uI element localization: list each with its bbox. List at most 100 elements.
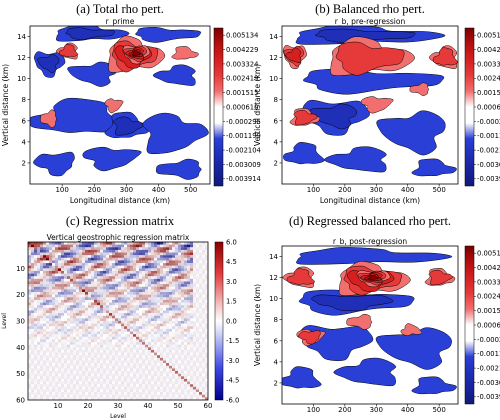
heatmap-cell	[97, 326, 101, 329]
heatmap-cell	[88, 394, 92, 398]
heatmap-cell	[193, 381, 197, 385]
heatmap-cell	[163, 302, 167, 306]
heatmap-cell	[190, 242, 194, 245]
heatmap-cell	[169, 276, 173, 279]
heatmap-cell	[148, 273, 152, 277]
heatmap-cell	[151, 255, 155, 258]
heatmap-cell	[79, 318, 83, 322]
heatmap-cell	[124, 255, 128, 258]
heatmap-cell	[139, 326, 143, 329]
heatmap-cell	[139, 328, 143, 332]
heatmap-cell	[40, 255, 44, 258]
heatmap-cell	[136, 392, 140, 395]
heatmap-cell	[169, 355, 173, 358]
heatmap-cell	[91, 389, 95, 393]
heatmap-cell	[169, 321, 173, 324]
heatmap-cell	[175, 384, 179, 387]
heatmap-cell	[193, 242, 197, 245]
heatmap-cell	[136, 389, 140, 393]
heatmap-cell	[205, 299, 208, 303]
heatmap-cell	[37, 349, 41, 353]
heatmap-cell	[82, 318, 86, 322]
heatmap-cell	[145, 392, 149, 395]
heatmap-cell	[91, 328, 95, 332]
heatmap-cell	[112, 321, 116, 324]
heatmap-cell	[172, 242, 176, 245]
heatmap-cell	[139, 289, 143, 293]
heatmap-cell	[148, 244, 152, 248]
y-tick-label: 2	[22, 159, 26, 167]
heatmap-cell	[166, 328, 170, 332]
heatmap-cell	[61, 302, 65, 306]
heatmap-cell	[133, 326, 137, 329]
heatmap-cell	[196, 378, 200, 382]
heatmap-cell	[163, 255, 167, 258]
heatmap-cell	[64, 371, 68, 374]
heatmap-cell	[58, 247, 62, 250]
heatmap-cell	[199, 273, 203, 277]
heatmap-cell	[142, 242, 146, 245]
heatmap-cell	[145, 302, 149, 306]
heatmap-cell	[55, 278, 59, 282]
heatmap-cell	[202, 347, 206, 351]
heatmap-cell	[181, 339, 185, 343]
heatmap-cell	[157, 397, 161, 400]
heatmap-cell	[193, 268, 197, 272]
heatmap-cell	[49, 270, 53, 274]
heatmap-cell	[175, 278, 179, 282]
heatmap-cell	[85, 339, 89, 343]
heatmap-cell	[103, 336, 107, 340]
heatmap-cell	[115, 376, 119, 380]
heatmap-cell	[130, 242, 134, 245]
heatmap-cell	[31, 355, 35, 358]
heatmap-cell	[115, 289, 119, 293]
heatmap-cell	[124, 299, 128, 303]
heatmap-cell	[160, 305, 164, 308]
heatmap-cell	[91, 360, 95, 364]
heatmap-cell	[40, 265, 44, 269]
heatmap-cell	[136, 242, 140, 245]
heatmap-cell	[136, 371, 140, 374]
heatmap-cell	[187, 357, 191, 361]
heatmap-cell	[133, 342, 137, 345]
heatmap-cell	[106, 392, 110, 395]
heatmap-cell	[82, 376, 86, 380]
heatmap-cell	[190, 392, 194, 395]
heatmap-cell	[103, 292, 107, 295]
heatmap-cell	[55, 373, 59, 377]
heatmap-cell	[82, 294, 86, 298]
heatmap-cell	[64, 299, 68, 303]
heatmap-cell	[178, 381, 182, 385]
heatmap-cell	[97, 310, 101, 314]
negative-contour-region	[375, 327, 452, 370]
heatmap-cell	[181, 305, 185, 308]
heatmap-cell	[190, 368, 194, 372]
heatmap-cell	[70, 305, 74, 308]
heatmap-cell	[109, 389, 113, 393]
heatmap-cell	[85, 310, 89, 314]
heatmap-cell	[49, 281, 53, 285]
panel-a-frame	[29, 25, 211, 185]
heatmap-cell	[193, 260, 197, 264]
heatmap-cell	[181, 310, 185, 314]
heatmap-cell	[115, 381, 119, 385]
heatmap-cell	[136, 315, 140, 319]
heatmap-cell	[118, 342, 122, 345]
y-tick-label: 4	[274, 358, 279, 366]
heatmap-cell	[52, 365, 56, 369]
heatmap-cell	[202, 357, 206, 361]
heatmap-cell	[196, 310, 200, 314]
heatmap-cell	[160, 260, 164, 264]
heatmap-cell	[169, 302, 173, 306]
heatmap-cell	[82, 371, 86, 374]
heatmap-cell	[88, 270, 92, 274]
heatmap-cell	[124, 292, 128, 295]
heatmap-cell	[76, 397, 80, 400]
heatmap-cell	[103, 263, 107, 266]
heatmap-cell	[28, 265, 32, 269]
heatmap-cell	[94, 386, 98, 390]
heatmap-cell	[199, 326, 203, 329]
positive-contour-region	[40, 109, 57, 128]
heatmap-cell	[52, 381, 56, 385]
heatmap-cell	[49, 292, 53, 295]
